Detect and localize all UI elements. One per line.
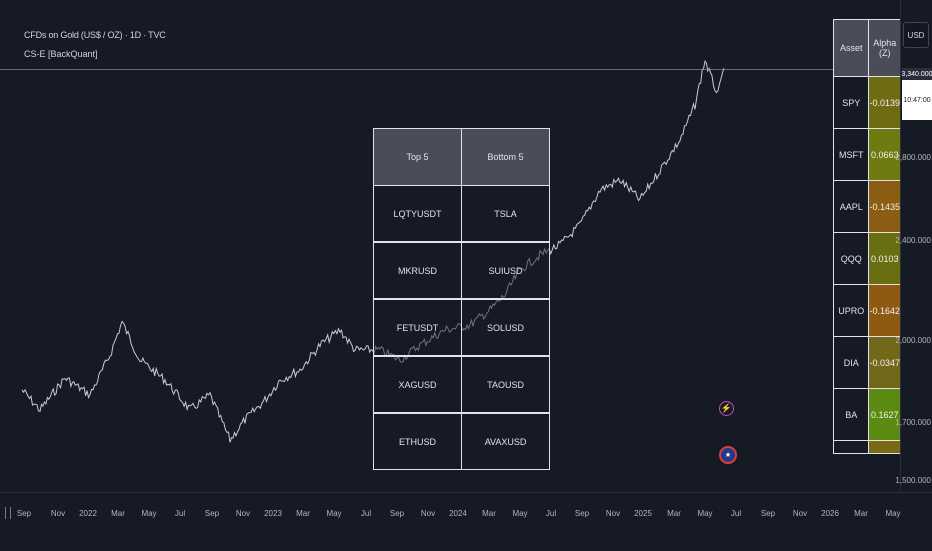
asset-cell: BA — [832, 388, 870, 441]
time-axis-tick: May — [141, 509, 157, 518]
time-axis-tick: Nov — [50, 509, 66, 518]
top5-header: Top 5 — [372, 128, 463, 186]
asset-alpha-table: Asset Alpha (Z) SPY -0.0139 MSFT 0.0663 AAPL… — [832, 19, 901, 454]
table-row: UPRO -0.1642 — [832, 284, 901, 337]
price-line-chart — [21, 59, 725, 443]
bottom-asset: SOLUSD — [461, 298, 550, 357]
alpha-cell: -0.1642 — [868, 284, 901, 337]
table-row: AAPL -0.1435 — [832, 180, 901, 233]
time-axis-tick: Nov — [605, 509, 621, 518]
bottom-asset: SUIUSD — [461, 241, 550, 300]
time-axis-tick: Nov — [235, 509, 251, 518]
time-axis-tick: May — [512, 509, 528, 518]
price-series-line — [21, 59, 725, 443]
bar-countdown: 10:47:00 — [902, 80, 932, 120]
time-axis[interactable]: Sep Nov 2022 Mar May Jul Sep Nov 2023 Mar May Jul Se… — [0, 492, 932, 551]
time-axis-tick: Sep — [760, 509, 776, 518]
table-row: ETHUSD AVAXUSD — [372, 412, 550, 470]
time-axis-tick: Nov — [792, 509, 808, 518]
last-price-label: 3,340.000 — [901, 68, 932, 80]
table-row: XAGUSD TAOUSD — [372, 355, 550, 414]
currency-button[interactable]: USD — [903, 22, 929, 48]
bottom5-header: Bottom 5 — [461, 128, 550, 186]
time-axis-tick: 2023 — [264, 509, 282, 518]
time-axis-tick: Sep — [574, 509, 590, 518]
top-asset: LQTYUSDT — [372, 185, 463, 243]
time-axis-tick: 2024 — [449, 509, 467, 518]
top-asset: ETHUSD — [372, 412, 463, 470]
table-header-row: Asset Alpha (Z) — [832, 19, 901, 77]
time-axis-tick: Mar — [296, 509, 310, 518]
time-axis-tick: Mar — [854, 509, 868, 518]
top-asset: XAGUSD — [372, 355, 463, 414]
time-axis-tick: Sep — [389, 509, 405, 518]
asset-cell: QQQ — [832, 232, 870, 285]
time-axis-tick: May — [885, 509, 901, 518]
top-bottom-table: Top 5 Bottom 5 LQTYUSDT TSLA MKRUSD SUIU… — [372, 128, 550, 470]
symbol-title: CFDs on Gold (US$ / OZ) · 1D · TVC — [24, 30, 166, 40]
time-axis-tick: May — [326, 509, 342, 518]
alpha-cell: -0.1435 — [868, 180, 901, 233]
asset-cell: SPY — [832, 76, 870, 129]
time-axis-tick: Jul — [545, 509, 557, 518]
bolt-icon[interactable]: ⚡ — [719, 401, 734, 416]
asset-header: Asset — [832, 19, 870, 77]
time-axis-tick: Jul — [360, 509, 372, 518]
indicator-legend[interactable]: CS-E [BackQuant] — [24, 49, 98, 59]
time-axis-tick: Jul — [174, 509, 186, 518]
horizontal-line[interactable] — [0, 69, 902, 70]
time-axis-tick: 2022 — [79, 509, 97, 518]
time-axis-tick: 2025 — [634, 509, 652, 518]
price-axis-label: 2,800.000 — [895, 153, 931, 162]
asset-cell: DIA — [832, 336, 870, 389]
top-asset: MKRUSD — [372, 241, 463, 300]
table-row — [832, 440, 901, 454]
time-axis-tick: Sep — [16, 509, 32, 518]
time-axis-tick: Nov — [420, 509, 436, 518]
us-flag-event-icon[interactable]: ★ — [719, 446, 737, 464]
time-axis-tick: May — [697, 509, 713, 518]
bottom-asset: AVAXUSD — [461, 412, 550, 470]
alpha-header: Alpha (Z) — [868, 19, 901, 77]
table-row: LQTYUSDT TSLA — [372, 185, 550, 243]
table-row: MKRUSD SUIUSD — [372, 241, 550, 300]
time-axis-tick: Mar — [667, 509, 681, 518]
asset-cell: MSFT — [832, 128, 870, 181]
date-range-handle-icon[interactable] — [5, 507, 11, 519]
price-axis-label: 1,500.000 — [895, 476, 931, 485]
price-axis-label: 2,000.000 — [895, 336, 931, 345]
table-row: QQQ 0.0103 — [832, 232, 901, 285]
asset-cell: UPRO — [832, 284, 870, 337]
alpha-cell: -0.0139 — [868, 76, 901, 129]
table-row: DIA -0.0347 — [832, 336, 901, 389]
table-header-row: Top 5 Bottom 5 — [372, 128, 550, 186]
table-row: BA 0.1627 — [832, 388, 901, 441]
alpha-cell: -0.0347 — [868, 336, 901, 389]
asset-cell: AAPL — [832, 180, 870, 233]
chart-area[interactable]: CFDs on Gold (US$ / OZ) · 1D · TVC CS-E … — [0, 0, 902, 492]
top-asset: FETUSDT — [372, 298, 463, 357]
alpha-cell — [868, 440, 901, 454]
price-axis-label: 2,400.000 — [895, 236, 931, 245]
time-axis-tick: Mar — [482, 509, 496, 518]
alpha-cell: 0.0663 — [868, 128, 901, 181]
table-row: MSFT 0.0663 — [832, 128, 901, 181]
time-axis-tick: 2026 — [821, 509, 839, 518]
table-row: FETUSDT SOLUSD — [372, 298, 550, 357]
table-row: SPY -0.0139 — [832, 76, 901, 129]
bottom-asset: TSLA — [461, 185, 550, 243]
alpha-cell: 0.1627 — [868, 388, 901, 441]
time-axis-tick: Mar — [111, 509, 125, 518]
time-axis-tick: Sep — [204, 509, 220, 518]
asset-cell — [832, 440, 870, 454]
bottom-asset: TAOUSD — [461, 355, 550, 414]
price-axis-label: 1,700.000 — [895, 418, 931, 427]
time-axis-tick: Jul — [730, 509, 742, 518]
